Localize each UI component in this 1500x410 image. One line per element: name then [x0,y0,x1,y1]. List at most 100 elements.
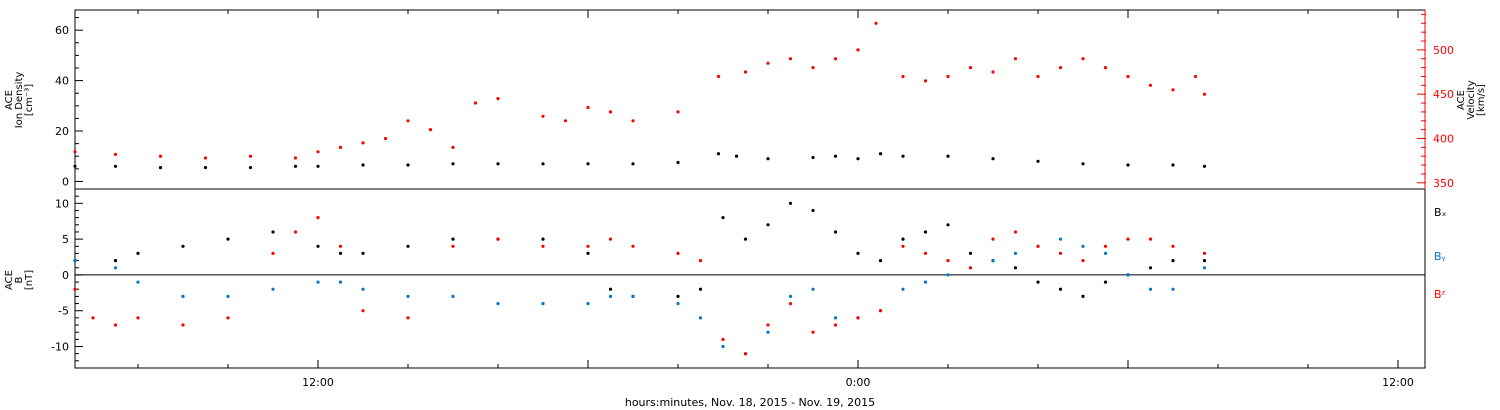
point-bx [181,244,185,248]
point-velocity [113,152,118,156]
legend-by: Bᵧ [1434,250,1446,263]
point-by [923,280,928,284]
point-bx [1081,294,1085,298]
series-bx [73,201,1207,298]
point-velocity [541,114,545,118]
top-y-tick-label: 60 [55,24,69,37]
point-by [811,287,815,291]
point-velocity [1081,57,1085,61]
point-bz [1081,259,1085,263]
point-density [631,162,635,166]
point-bx [721,216,725,220]
point-velocity [316,150,320,154]
point-bx [878,259,883,263]
point-velocity [248,154,253,158]
point-by [946,273,950,277]
point-bz [1148,237,1153,241]
point-bx [451,237,455,241]
point-bz [181,323,185,327]
point-bx [338,251,343,255]
point-bz [766,323,770,327]
point-density [1171,163,1175,167]
point-bx [541,237,545,241]
point-by [1202,266,1207,270]
point-velocity [676,110,680,114]
point-by [338,280,343,284]
density-axis-title-line: [cm⁻³] [24,84,35,116]
point-bz [226,316,230,320]
point-velocity [766,61,770,65]
point-bx [361,251,365,255]
point-by [361,287,365,291]
point-velocity [923,79,928,83]
point-velocity [946,74,950,79]
point-by [1148,287,1153,291]
point-bz [1036,244,1040,248]
point-density [586,162,590,166]
point-by [991,259,995,263]
point-by [451,294,455,298]
point-density [991,157,995,161]
velocity-axis-title-line: Velocity [1466,80,1477,119]
point-velocity [451,145,455,149]
point-bx [271,230,275,234]
point-bz [136,316,140,320]
point-velocity [338,145,343,149]
point-bz [271,251,275,255]
point-velocity [1058,66,1063,70]
point-velocity [833,57,838,61]
point-by [631,294,635,298]
point-velocity [496,97,500,101]
point-bz [1103,244,1108,248]
point-by [496,302,500,306]
legend-bz: Bᶻ [1434,288,1446,301]
point-bx [136,251,140,255]
point-bz [991,237,995,241]
point-density [856,157,860,161]
point-velocity [968,66,973,70]
point-velocity [874,21,878,25]
velocity-y-tick-label: 450 [1433,88,1454,101]
point-velocity [608,110,613,114]
point-density [451,162,455,166]
top-y-tick-label: 40 [55,75,69,88]
point-bz [496,237,500,241]
point-bz [923,251,928,255]
point-density [406,163,410,167]
point-velocity [743,70,748,74]
density-axis-title: ACE Ion Density [cm⁻³] [4,72,35,129]
velocity-axis-title-line: [km/s] [1476,84,1487,116]
density-axis-title-line: Ion Density [14,72,25,129]
top-y-tick-label: 20 [55,125,69,138]
point-by [1171,287,1175,291]
point-density [901,154,905,158]
velocity-y-tick-label: 350 [1433,177,1454,190]
point-bx [901,237,905,241]
point-density [1036,159,1040,163]
series-bz [73,216,1207,356]
bottom-y-tick-label: 5 [62,233,69,246]
x-tick-label: 12:00 [1382,376,1414,389]
x-tick-label: 12:00 [302,376,334,389]
bottom-y-tick-label: -10 [51,341,69,354]
bottom-y-tick-label: 10 [55,197,69,210]
point-velocity [991,70,995,74]
point-bz [856,316,860,320]
point-bx [1013,266,1018,270]
point-bx [1202,259,1207,263]
point-velocity [901,74,905,79]
point-velocity [1036,74,1040,79]
point-by [1126,273,1130,277]
point-density [316,164,320,168]
point-velocity [788,57,793,61]
point-velocity [158,154,163,158]
point-density [248,166,253,170]
point-bx [968,251,973,255]
point-density [833,154,838,158]
point-bx [608,287,613,291]
point-bx [946,223,950,227]
point-by [73,259,77,263]
point-bx [586,251,590,255]
point-velocity [586,105,590,110]
